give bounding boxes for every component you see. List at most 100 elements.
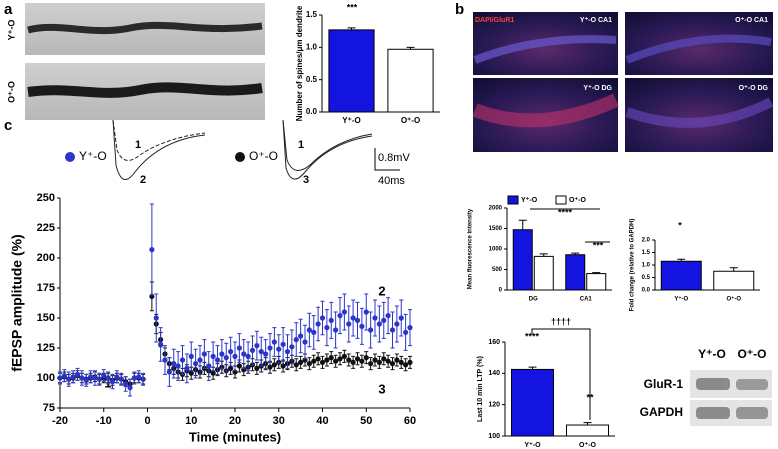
x-tick-label: O⁺-O (727, 296, 742, 303)
point (276, 346, 282, 352)
point (328, 317, 334, 323)
point (306, 361, 312, 367)
x-tick-label: 20 (229, 415, 241, 427)
point (210, 353, 216, 359)
y-tick-label: 120 (488, 402, 500, 409)
point (354, 317, 361, 323)
x-tick-label: -20 (52, 415, 68, 427)
annotation: **** (558, 207, 573, 217)
panel-label: b (455, 1, 464, 18)
point (363, 309, 369, 315)
y-tick-label: 150 (37, 312, 55, 324)
annotation: * (678, 220, 682, 230)
point (385, 313, 391, 319)
x-tick-label: 40 (316, 415, 328, 427)
point (403, 362, 409, 368)
legend-swatch (555, 195, 567, 205)
annotation: †††† (551, 316, 571, 326)
error-bar (347, 27, 356, 30)
point (114, 374, 120, 380)
point (363, 355, 369, 361)
point (66, 376, 72, 382)
x-tick-label: 0 (144, 415, 150, 427)
annotation: 2 (378, 283, 385, 298)
y-tick-label: 0 (499, 288, 503, 294)
point (92, 375, 98, 381)
legend-marker (65, 152, 75, 162)
point (389, 327, 396, 333)
y-tick-label: 1.5 (642, 250, 651, 256)
point (289, 344, 295, 350)
point (376, 359, 382, 365)
point (175, 363, 181, 369)
legend-label: Y⁺-O (79, 149, 107, 163)
point (201, 351, 207, 357)
point (166, 369, 172, 375)
annotation: *** (347, 2, 358, 12)
point (241, 351, 247, 357)
point (210, 370, 216, 376)
point (171, 361, 177, 367)
point (118, 376, 124, 382)
legend-label: Y⁺-O (521, 197, 538, 204)
point (136, 374, 142, 380)
y-axis-label: Number of spines/μm dendrite (295, 5, 304, 121)
blot-column: O⁺-O (738, 347, 767, 361)
y-tick-label: 1.5 (306, 10, 318, 19)
x-tick-label: Y⁺-O (674, 296, 688, 303)
y-tick-label: 0.5 (306, 75, 318, 84)
point (306, 327, 312, 333)
y-tick-label: 0.0 (642, 288, 651, 294)
image-label: Y⁺-O CA1 (580, 17, 612, 24)
point (188, 353, 194, 359)
point (354, 356, 361, 362)
point (109, 379, 116, 385)
point (232, 353, 238, 359)
image-label: Y⁺-O DG (583, 85, 612, 92)
point (324, 325, 330, 331)
trace (112, 119, 206, 161)
point (324, 357, 330, 363)
point (219, 351, 225, 357)
image-label: O⁺-O DG (739, 85, 769, 92)
x-axis-label: Time (minutes) (189, 429, 281, 444)
y-axis-label: Last 10 min LTP (%) (477, 356, 484, 422)
y-tick-label: 1.0 (642, 263, 651, 269)
image-label: Y⁺-O (6, 20, 16, 41)
trace (112, 119, 206, 180)
x-tick-label: DG (529, 297, 538, 303)
error-bar (528, 366, 537, 370)
y-tick-label: 0.0 (306, 107, 318, 116)
point (319, 359, 326, 365)
point (271, 339, 277, 345)
y-tick-label: 100 (488, 433, 500, 440)
y-axis-label: Fold change (relative to GAPDH) (630, 219, 636, 312)
point (280, 363, 286, 369)
point (293, 362, 299, 368)
point (96, 376, 102, 382)
image-label: O⁺-O CA1 (735, 17, 768, 24)
point (311, 329, 317, 335)
point (368, 361, 374, 367)
bar (565, 254, 586, 291)
bar (387, 48, 434, 113)
trace (282, 119, 373, 180)
point (214, 357, 221, 363)
point (341, 353, 347, 359)
y-tick-label: 125 (37, 342, 55, 354)
point (197, 357, 203, 363)
point (398, 359, 404, 365)
legend-label: O⁺-O (569, 197, 586, 204)
dendrite (27, 82, 263, 98)
point (372, 357, 378, 363)
point (346, 357, 352, 363)
x-tick-label: O⁺-O (401, 116, 420, 125)
cell-layer (625, 97, 774, 128)
y-tick-label: 75 (43, 402, 55, 414)
bar (512, 229, 533, 291)
point (267, 345, 273, 351)
y-tick-label: 140 (488, 370, 500, 377)
legend-swatch (507, 195, 519, 205)
point (302, 339, 308, 345)
point (284, 349, 291, 355)
